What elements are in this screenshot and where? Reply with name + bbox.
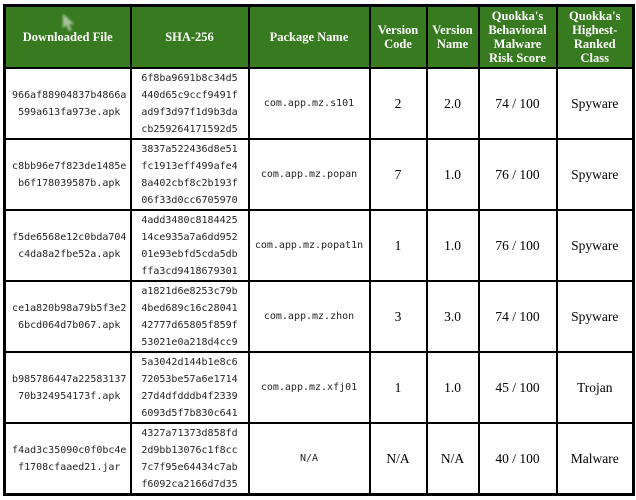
version-name-cell: 2.0 bbox=[425, 67, 480, 140]
package-name-cell: com.app.mz.popan bbox=[247, 138, 371, 211]
ranked-class-cell: Spyware bbox=[555, 280, 635, 353]
downloaded-file-cell: 966af88904837b4866a599a613fa973e.apk bbox=[3, 67, 132, 140]
version-name-cell: 1.0 bbox=[425, 209, 480, 282]
version-code-cell: 1 bbox=[368, 209, 428, 282]
column-header-sha256: SHA-256 bbox=[129, 4, 250, 69]
column-header-package-name: Package Name bbox=[247, 4, 371, 69]
ranked-class-cell: Spyware bbox=[555, 138, 635, 211]
ranked-class-cell: Spyware bbox=[555, 67, 635, 140]
version-name-cell: 1.0 bbox=[425, 138, 480, 211]
table-row: c8bb96e7f823de1485eb6f178039587b.apk 383… bbox=[3, 138, 635, 211]
version-code-cell: 2 bbox=[368, 67, 428, 140]
table-row: 966af88904837b4866a599a613fa973e.apk 6f8… bbox=[3, 67, 635, 140]
ranked-class-cell: Spyware bbox=[555, 209, 635, 282]
version-code-cell: 7 bbox=[368, 138, 428, 211]
downloaded-file-cell: b985786447a2258313770b324954173f.apk bbox=[3, 351, 132, 424]
sha256-cell: 4327a71373d858fd2d9bb13076c1f8cc7c7f95e6… bbox=[129, 422, 250, 496]
downloaded-file-cell: c8bb96e7f823de1485eb6f178039587b.apk bbox=[3, 138, 132, 211]
malware-analysis-table-container: Downloaded File SHA-256 Package Name Ver… bbox=[3, 4, 635, 496]
column-header-version-code: Version Code bbox=[368, 4, 428, 69]
column-header-risk-score: Quokka's Behavioral Malware Risk Score bbox=[477, 4, 558, 69]
sha256-cell: 5a3042d144b1e8c672053be57a6e171427d4dfdd… bbox=[129, 351, 250, 424]
version-code-cell: 1 bbox=[368, 351, 428, 424]
version-code-cell: 3 bbox=[368, 280, 428, 353]
sha256-cell: 4add3480c818442514ce935a7a6dd95201e93ebf… bbox=[129, 209, 250, 282]
table-row: b985786447a2258313770b324954173f.apk 5a3… bbox=[3, 351, 635, 424]
package-name-cell: N/A bbox=[247, 422, 371, 496]
risk-score-cell: 76 / 100 bbox=[477, 138, 558, 211]
table-row: ce1a820b98a79b5f3e26bcd064d7b067.apk a18… bbox=[3, 280, 635, 353]
package-name-cell: com.app.mz.s101 bbox=[247, 67, 371, 140]
sha256-cell: 3837a522436d8e51fc1913eff499afe48a402cbf… bbox=[129, 138, 250, 211]
column-header-version-name: Version Name bbox=[425, 4, 480, 69]
risk-score-cell: 40 / 100 bbox=[477, 422, 558, 496]
table-header-row: Downloaded File SHA-256 Package Name Ver… bbox=[3, 4, 635, 69]
sha256-cell: 6f8ba9691b8c34d5440d65c9ccf9491fad9f3d97… bbox=[129, 67, 250, 140]
version-code-cell: N/A bbox=[368, 422, 428, 496]
package-name-cell: com.app.mz.zhon bbox=[247, 280, 371, 353]
table-row: f5de6568e12c0bda704c4da8a2fbe52a.apk 4ad… bbox=[3, 209, 635, 282]
column-header-downloaded-file: Downloaded File bbox=[3, 4, 132, 69]
sha256-cell: a1821d6e8253c79b4bed689c16c2804142777d65… bbox=[129, 280, 250, 353]
version-name-cell: 1.0 bbox=[425, 351, 480, 424]
table-row: f4ad3c35090c0f0bc4ef1708cfaaed21.jar 432… bbox=[3, 422, 635, 496]
package-name-cell: com.app.mz.xfj01 bbox=[247, 351, 371, 424]
ranked-class-cell: Trojan bbox=[555, 351, 635, 424]
risk-score-cell: 74 / 100 bbox=[477, 280, 558, 353]
version-name-cell: 3.0 bbox=[425, 280, 480, 353]
risk-score-cell: 76 / 100 bbox=[477, 209, 558, 282]
risk-score-cell: 45 / 100 bbox=[477, 351, 558, 424]
downloaded-file-cell: f4ad3c35090c0f0bc4ef1708cfaaed21.jar bbox=[3, 422, 132, 496]
column-header-ranked-class: Quokka's Highest-Ranked Class bbox=[555, 4, 635, 69]
risk-score-cell: 74 / 100 bbox=[477, 67, 558, 140]
malware-samples-table: Downloaded File SHA-256 Package Name Ver… bbox=[3, 4, 635, 496]
ranked-class-cell: Malware bbox=[555, 422, 635, 496]
downloaded-file-cell: f5de6568e12c0bda704c4da8a2fbe52a.apk bbox=[3, 209, 132, 282]
version-name-cell: N/A bbox=[425, 422, 480, 496]
package-name-cell: com.app.mz.popat1n bbox=[247, 209, 371, 282]
downloaded-file-cell: ce1a820b98a79b5f3e26bcd064d7b067.apk bbox=[3, 280, 132, 353]
